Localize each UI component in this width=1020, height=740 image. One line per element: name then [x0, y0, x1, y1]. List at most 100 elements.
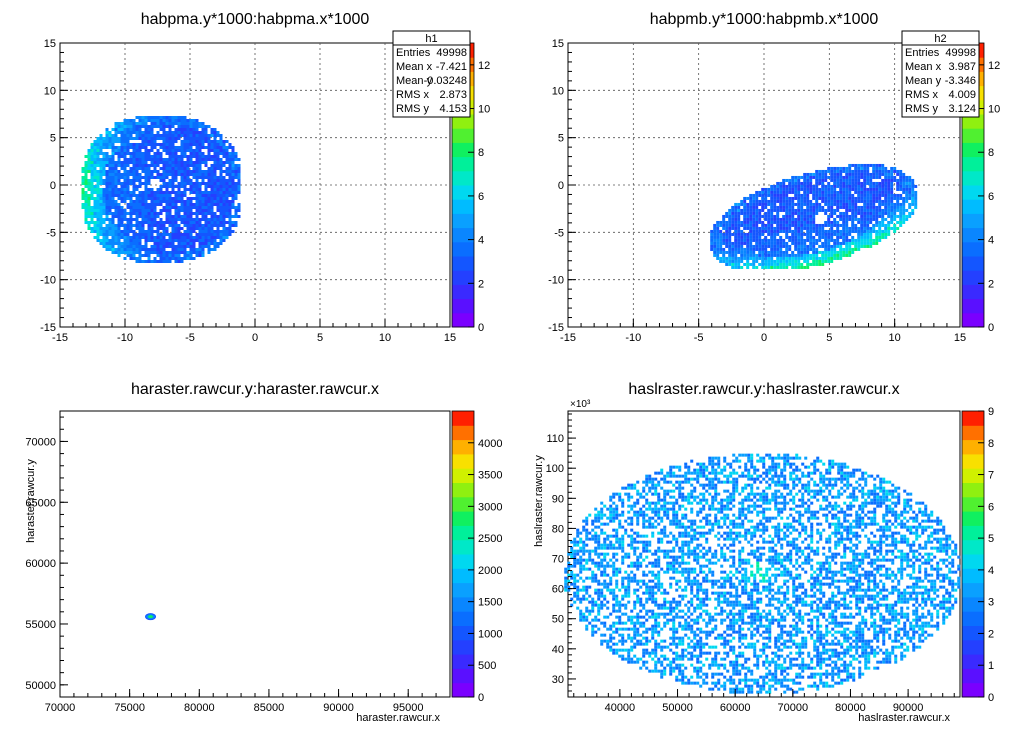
heatmap-cell	[851, 163, 855, 167]
heatmap-cell	[126, 221, 130, 224]
heatmap-cell	[99, 227, 103, 230]
heatmap-cell	[171, 224, 175, 227]
heatmap-cell	[815, 193, 819, 197]
heatmap-cell	[129, 152, 133, 155]
heatmap-cell	[780, 495, 784, 499]
heatmap-cell	[818, 181, 822, 185]
heatmap-cell	[797, 238, 801, 242]
heatmap-cell	[144, 164, 148, 167]
colorbar-tick-label: 2000	[478, 565, 502, 577]
heatmap-cell	[836, 226, 840, 230]
heatmap-cell	[237, 185, 241, 188]
heatmap-cell	[657, 471, 661, 475]
heatmap-cell	[195, 227, 199, 230]
heatmap-cell	[96, 158, 100, 161]
heatmap-cell	[714, 507, 718, 511]
heatmap-cell	[153, 245, 157, 248]
heatmap-cell	[905, 181, 909, 185]
heatmap-cell	[827, 259, 831, 263]
heatmap-cell	[192, 188, 196, 191]
heatmap-cell	[722, 241, 726, 245]
heatmap-cell	[645, 492, 649, 496]
heatmap-cell	[216, 152, 220, 155]
heatmap-cell	[875, 238, 879, 242]
heatmap-cell	[126, 146, 130, 149]
heatmap-cell	[780, 501, 784, 505]
heatmap-cell	[734, 262, 738, 266]
heatmap-cell	[144, 200, 148, 203]
heatmap-cell	[156, 191, 160, 194]
heatmap-cell	[711, 498, 715, 502]
heatmap-cell	[809, 223, 813, 227]
heatmap-cell	[875, 220, 879, 224]
heatmap-cell	[129, 236, 133, 239]
heatmap-cell	[120, 209, 124, 212]
heatmap-cell	[144, 185, 148, 188]
heatmap-cell	[744, 468, 748, 472]
heatmap-cell	[168, 119, 172, 122]
heatmap-cell	[827, 253, 831, 257]
heatmap-cell	[126, 197, 130, 200]
heatmap-cell	[777, 507, 781, 511]
heatmap-cell	[96, 173, 100, 176]
heatmap-cell	[144, 182, 148, 185]
heatmap-cell	[165, 257, 169, 260]
heatmap-cell	[764, 226, 768, 230]
heatmap-cell	[776, 256, 780, 260]
heatmap-cell	[750, 456, 754, 460]
heatmap-cell	[794, 241, 798, 245]
heatmap-cell	[776, 238, 780, 242]
heatmap-cell	[789, 513, 793, 517]
heatmap-cell	[192, 227, 196, 230]
heatmap-cell	[222, 188, 226, 191]
heatmap-cell	[180, 185, 184, 188]
heatmap-cell	[761, 187, 765, 191]
heatmap-cell	[878, 193, 882, 197]
heatmap-cell	[749, 250, 753, 254]
heatmap-cell	[216, 167, 220, 170]
heatmap-cell	[849, 501, 853, 505]
heatmap-cell	[84, 215, 88, 218]
heatmap-cell	[699, 465, 703, 469]
heatmap-cell	[770, 193, 774, 197]
heatmap-cell	[96, 179, 100, 182]
heatmap-cell	[737, 217, 741, 221]
heatmap-cell	[821, 241, 825, 245]
heatmap-cell	[779, 223, 783, 227]
heatmap-cell	[879, 501, 883, 505]
heatmap-cell	[797, 259, 801, 263]
heatmap-cell	[728, 244, 732, 248]
heatmap-cell	[737, 223, 741, 227]
heatmap-cell	[759, 510, 763, 514]
heatmap-cell	[767, 262, 771, 266]
heatmap-cell	[231, 176, 235, 179]
heatmap-cell	[129, 194, 133, 197]
heatmap-cell	[803, 214, 807, 218]
heatmap-cell	[881, 220, 885, 224]
heatmap-cell	[746, 253, 750, 257]
heatmap-cell	[222, 194, 226, 197]
heatmap-cell	[120, 149, 124, 152]
heatmap-cell	[789, 507, 793, 511]
heatmap-cell	[132, 161, 136, 164]
heatmap-cell	[165, 188, 169, 191]
heatmap-cell	[767, 202, 771, 206]
heatmap-cell	[765, 471, 769, 475]
heatmap-cell	[891, 501, 895, 505]
heatmap-cell	[891, 510, 895, 514]
heatmap-cell	[171, 248, 175, 251]
heatmap-cell	[210, 221, 214, 224]
heatmap-cell	[899, 169, 903, 173]
heatmap-cell	[174, 173, 178, 176]
heatmap-cell	[156, 242, 160, 245]
heatmap-cell	[746, 220, 750, 224]
heatmap-cell	[779, 184, 783, 188]
heatmap-cell	[141, 200, 145, 203]
heatmap-cell	[788, 211, 792, 215]
heatmap-cell	[753, 495, 757, 499]
colorbar-tick-label: 3000	[478, 501, 502, 513]
heatmap-cell	[228, 185, 232, 188]
heatmap-cell	[597, 513, 601, 517]
heatmap-cell	[234, 185, 238, 188]
heatmap-cell	[728, 217, 732, 221]
